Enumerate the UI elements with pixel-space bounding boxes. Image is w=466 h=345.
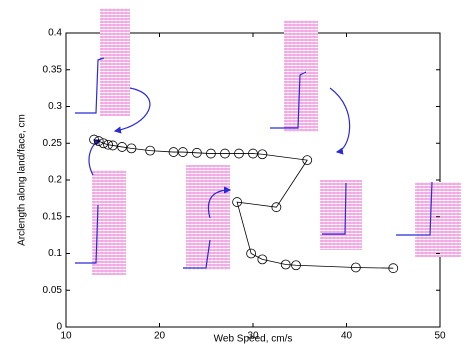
y-axis-label: Arclength along land/face, cm — [17, 114, 28, 246]
x-tick-label: 30 — [247, 331, 259, 342]
x-tick-label: 50 — [434, 331, 446, 342]
x-tick-label: 10 — [60, 331, 72, 342]
y-tick-label: 0.1 — [48, 248, 62, 259]
y-tick-label: 0.4 — [48, 28, 62, 39]
y-tick-label: 0.05 — [43, 285, 63, 296]
y-tick-label: 0.35 — [43, 64, 63, 75]
y-tick-label: 0.25 — [43, 138, 63, 149]
insets — [75, 8, 461, 275]
chart: Web Speed, cm/s Arclength along land/fac… — [0, 0, 466, 345]
y-tick-label: 0.15 — [43, 211, 63, 222]
y-tick-label: 0.2 — [48, 175, 62, 186]
x-tick-label: 20 — [154, 331, 166, 342]
x-tick-label: 40 — [341, 331, 353, 342]
y-tick-label: 0.3 — [48, 101, 62, 112]
